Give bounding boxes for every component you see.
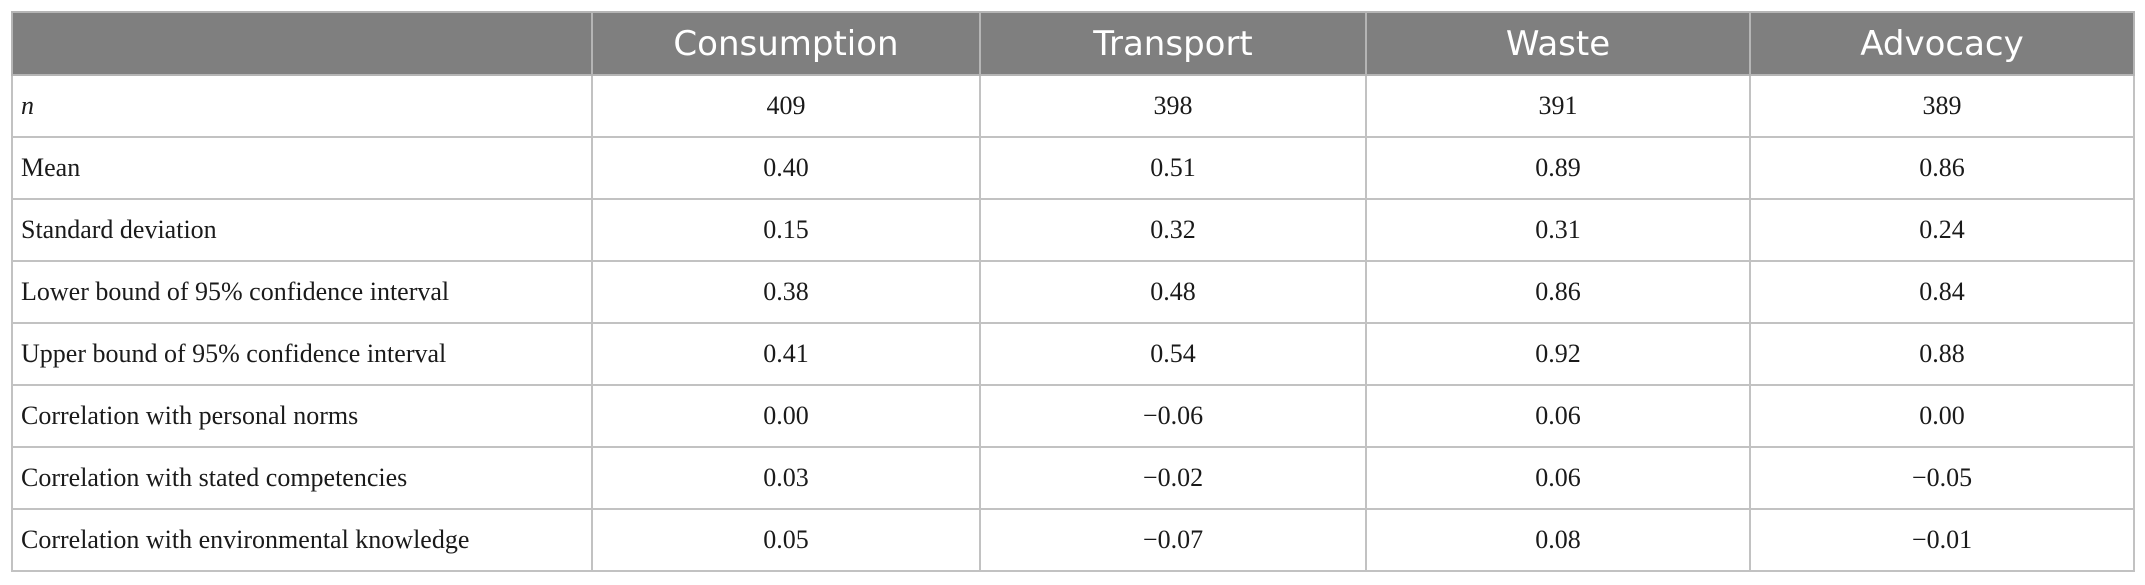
row-label: Lower bound of 95% confidence interval <box>11 260 593 324</box>
table-cell: 0.08 <box>1365 508 1751 572</box>
table-cell: 409 <box>591 74 981 138</box>
row-label: Upper bound of 95% confidence interval <box>11 322 593 386</box>
table-cell: 0.41 <box>591 322 981 386</box>
table-cell: 0.40 <box>591 136 981 200</box>
results-table-container: Consumption Transport Waste Advocacy n 4… <box>11 11 2135 572</box>
row-label: Standard deviation <box>11 198 593 262</box>
table-row: Correlation with stated competencies 0.0… <box>11 446 2135 510</box>
header-cell-waste: Waste <box>1365 11 1751 76</box>
table-cell: 0.86 <box>1365 260 1751 324</box>
table-cell: 0.54 <box>979 322 1367 386</box>
table-cell: 0.00 <box>591 384 981 448</box>
table-cell: 0.31 <box>1365 198 1751 262</box>
header-cell-blank <box>11 11 593 76</box>
table-cell: 0.38 <box>591 260 981 324</box>
row-label: Correlation with personal norms <box>11 384 593 448</box>
table-cell: 0.03 <box>591 446 981 510</box>
table-cell: −0.02 <box>979 446 1367 510</box>
table-cell: 391 <box>1365 74 1751 138</box>
table-cell: −0.01 <box>1749 508 2135 572</box>
table-row: Upper bound of 95% confidence interval 0… <box>11 322 2135 386</box>
table-cell: 0.48 <box>979 260 1367 324</box>
table-cell: 0.84 <box>1749 260 2135 324</box>
table-cell: 0.06 <box>1365 446 1751 510</box>
table-row: Lower bound of 95% confidence interval 0… <box>11 260 2135 324</box>
table-row: Mean 0.40 0.51 0.89 0.86 <box>11 136 2135 200</box>
table-cell: −0.06 <box>979 384 1367 448</box>
table-cell: 0.00 <box>1749 384 2135 448</box>
table-row: n 409 398 391 389 <box>11 74 2135 138</box>
table-cell: 0.32 <box>979 198 1367 262</box>
table-header: Consumption Transport Waste Advocacy <box>11 11 2135 76</box>
header-row: Consumption Transport Waste Advocacy <box>11 11 2135 76</box>
row-label: n <box>11 74 593 138</box>
table-cell: −0.07 <box>979 508 1367 572</box>
table-cell: 0.05 <box>591 508 981 572</box>
row-label: Correlation with environmental knowledge <box>11 508 593 572</box>
table-row: Standard deviation 0.15 0.32 0.31 0.24 <box>11 198 2135 262</box>
table-cell: −0.05 <box>1749 446 2135 510</box>
table-cell: 0.86 <box>1749 136 2135 200</box>
table-row: Correlation with personal norms 0.00 −0.… <box>11 384 2135 448</box>
results-table: Consumption Transport Waste Advocacy n 4… <box>11 11 2135 572</box>
header-cell-advocacy: Advocacy <box>1749 11 2135 76</box>
table-cell: 398 <box>979 74 1367 138</box>
table-cell: 0.88 <box>1749 322 2135 386</box>
table-cell: 0.51 <box>979 136 1367 200</box>
row-label: Correlation with stated competencies <box>11 446 593 510</box>
table-cell: 389 <box>1749 74 2135 138</box>
table-cell: 0.89 <box>1365 136 1751 200</box>
table-body: n 409 398 391 389 Mean 0.40 0.51 0.89 0.… <box>11 74 2135 572</box>
row-label: Mean <box>11 136 593 200</box>
table-cell: 0.15 <box>591 198 981 262</box>
header-cell-consumption: Consumption <box>591 11 981 76</box>
table-cell: 0.24 <box>1749 198 2135 262</box>
table-cell: 0.06 <box>1365 384 1751 448</box>
table-cell: 0.92 <box>1365 322 1751 386</box>
table-row: Correlation with environmental knowledge… <box>11 508 2135 572</box>
header-cell-transport: Transport <box>979 11 1367 76</box>
